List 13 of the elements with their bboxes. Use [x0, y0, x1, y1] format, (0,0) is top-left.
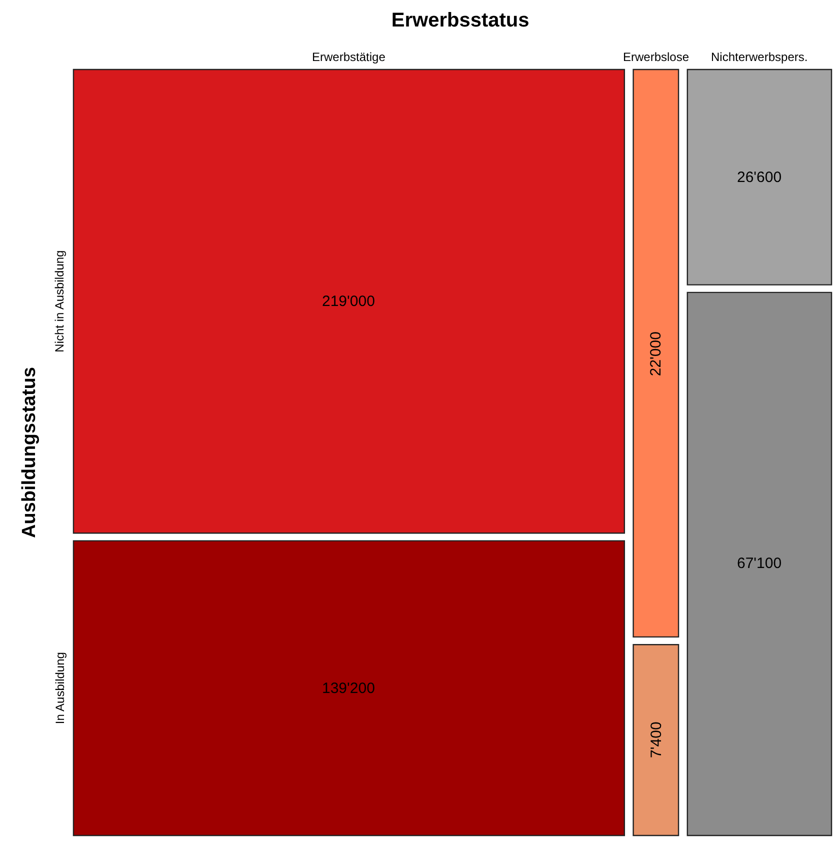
- data-label: 26'600: [737, 169, 782, 186]
- category-label: Erwerbstätige: [312, 50, 386, 64]
- text: In Ausbildung: [52, 652, 67, 724]
- text: Ausbildungsstatus: [19, 366, 40, 538]
- text: Nicht in Ausbildung: [52, 250, 67, 352]
- data-label: 219'000: [322, 293, 375, 310]
- text: Erwerbsstatus: [391, 10, 530, 32]
- category-label: Erwerbslose: [623, 50, 690, 64]
- data-label: 139'200: [322, 680, 375, 697]
- data-label: 67'100: [737, 555, 782, 572]
- data-label: 7'400: [648, 722, 665, 758]
- category-label: Nichterwerbspers.: [711, 50, 808, 64]
- data-label: 22'000: [648, 332, 665, 376]
